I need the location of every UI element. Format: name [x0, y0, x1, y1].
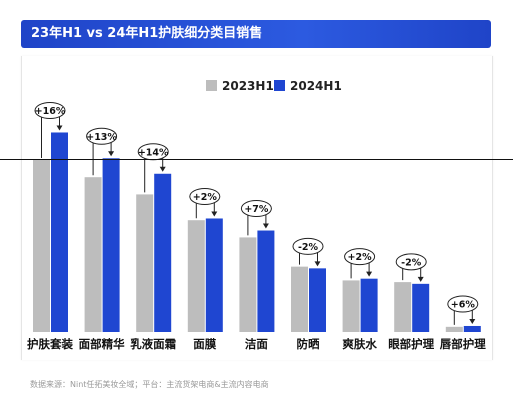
annotation-bubble [240, 200, 272, 218]
legend: 2023H1 2024H1 [206, 79, 342, 93]
bar-2023-2 [136, 194, 154, 332]
bars [33, 132, 481, 332]
annotation-label: -2% [401, 257, 422, 268]
bar-2023-4 [239, 237, 257, 332]
annotation-bubble [447, 295, 479, 313]
category-label-8: 唇部护理 [440, 337, 486, 351]
bracket-left [35, 109, 42, 158]
annotation-bubble [86, 127, 118, 145]
category-label-5: 防晒 [297, 337, 320, 351]
bar-2024-1 [102, 158, 120, 332]
growth-annotation-8: +6% [447, 295, 479, 325]
category-label-7: 眼部护理 [388, 337, 434, 351]
legend-label-2024: 2024H1 [290, 79, 342, 93]
arrow-down-icon [159, 166, 166, 172]
annotation-label: +6% [451, 299, 476, 310]
bar-2024-5 [309, 268, 326, 332]
annotation-label: -2% [298, 242, 319, 253]
annotation-bubble [395, 253, 427, 271]
growth-annotation-6: +2% [344, 248, 376, 279]
bar-2023-6 [342, 280, 360, 332]
category-labels: 护肤套装 面部精华 乳液面霜 面膜 洁面 防晒 爽肤水 眼部护理 唇部护理 [27, 337, 486, 351]
annotation-bubble [344, 248, 376, 266]
bar-2023-8 [445, 326, 463, 332]
growth-annotation-2: +14% [137, 143, 169, 193]
overlay-line [0, 159, 513, 160]
source-note: 数据来源：Nint任拓美妆全域；平台：主流货架电商&主流内容电商 [30, 380, 269, 389]
bar-2024-7 [412, 283, 430, 332]
category-label-6: 爽肤水 [342, 337, 377, 351]
annotation-bubble [189, 187, 221, 205]
chart-title: 23年H1 vs 24年H1护肤细分类目销售 [31, 26, 263, 41]
annotation-label: +2% [193, 192, 218, 203]
bar-2024-4 [257, 230, 275, 332]
bar-2023-5 [291, 266, 308, 332]
bar-2023-3 [187, 220, 205, 332]
bar-2024-2 [154, 173, 172, 332]
annotation-label: +13% [86, 132, 117, 143]
growth-annotation-0: +16% [34, 101, 66, 158]
header: 23年H1 vs 24年H1护肤细分类目销售 [0, 0, 513, 60]
legend-label-2023: 2023H1 [222, 79, 274, 93]
category-label-1: 面部精华 [79, 337, 125, 351]
category-label-4: 洁面 [245, 337, 268, 351]
annotation-label: +7% [244, 204, 269, 215]
arrow-down-icon [469, 318, 476, 324]
annotation-bubble [34, 101, 66, 119]
growth-annotation-4: +7% [240, 200, 272, 236]
growth-annotation-3: +2% [189, 187, 221, 219]
title-bar: 23年H1 vs 24年H1护肤细分类目销售 [21, 20, 491, 48]
arrow-down-icon [262, 223, 269, 229]
legend-swatch-2023 [206, 80, 217, 91]
annotations: +16% +13% +14% +2% +7% -2% +2% -2% +6% [34, 101, 479, 325]
growth-annotation-7: -2% [395, 253, 427, 282]
annotation-label: +14% [138, 147, 169, 158]
bar-2024-6 [360, 278, 378, 332]
category-label-2: 乳液面霜 [130, 337, 176, 351]
arrow-down-icon [211, 211, 218, 217]
arrow-down-icon [417, 276, 424, 282]
growth-annotation-5: -2% [292, 237, 324, 267]
growth-annotation-1: +13% [86, 127, 118, 176]
annotation-bubble [292, 237, 324, 255]
bar-2024-3 [205, 218, 223, 332]
legend-swatch-2024 [274, 80, 285, 91]
bar-2023-1 [84, 177, 102, 332]
arrow-down-icon [314, 261, 321, 267]
bar-2024-8 [463, 325, 481, 332]
arrow-down-icon [108, 151, 115, 157]
annotation-label: +2% [348, 252, 373, 263]
bar-2023-7 [394, 282, 412, 332]
bar-2023-0 [33, 160, 50, 332]
category-label-0: 护肤套装 [27, 337, 73, 351]
annotation-label: +16% [35, 106, 66, 117]
bar-2024-0 [51, 132, 68, 332]
arrow-down-icon [366, 271, 373, 277]
category-label-3: 面膜 [193, 337, 216, 351]
arrow-down-icon [56, 125, 63, 131]
